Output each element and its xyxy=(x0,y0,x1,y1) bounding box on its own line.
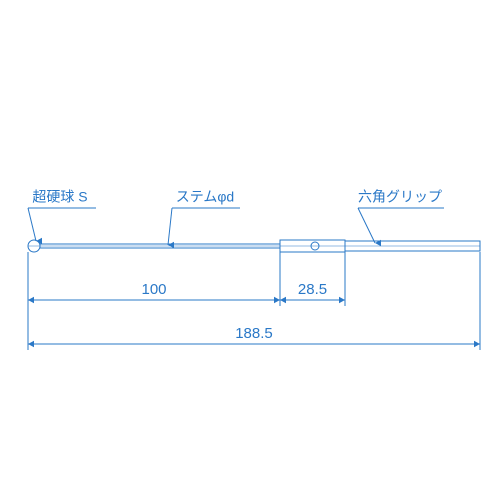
technical-drawing: 超硬球 S ステムφd 六角グリップ 100 28.5 188.5 xyxy=(0,0,500,500)
svg-text:100: 100 xyxy=(141,281,166,298)
svg-text:28.5: 28.5 xyxy=(298,281,327,298)
label-grip: 六角グリップ xyxy=(358,189,442,205)
label-stem: ステムφd xyxy=(176,189,234,205)
label-ball: 超硬球 S xyxy=(32,189,87,205)
svg-text:188.5: 188.5 xyxy=(235,325,273,342)
